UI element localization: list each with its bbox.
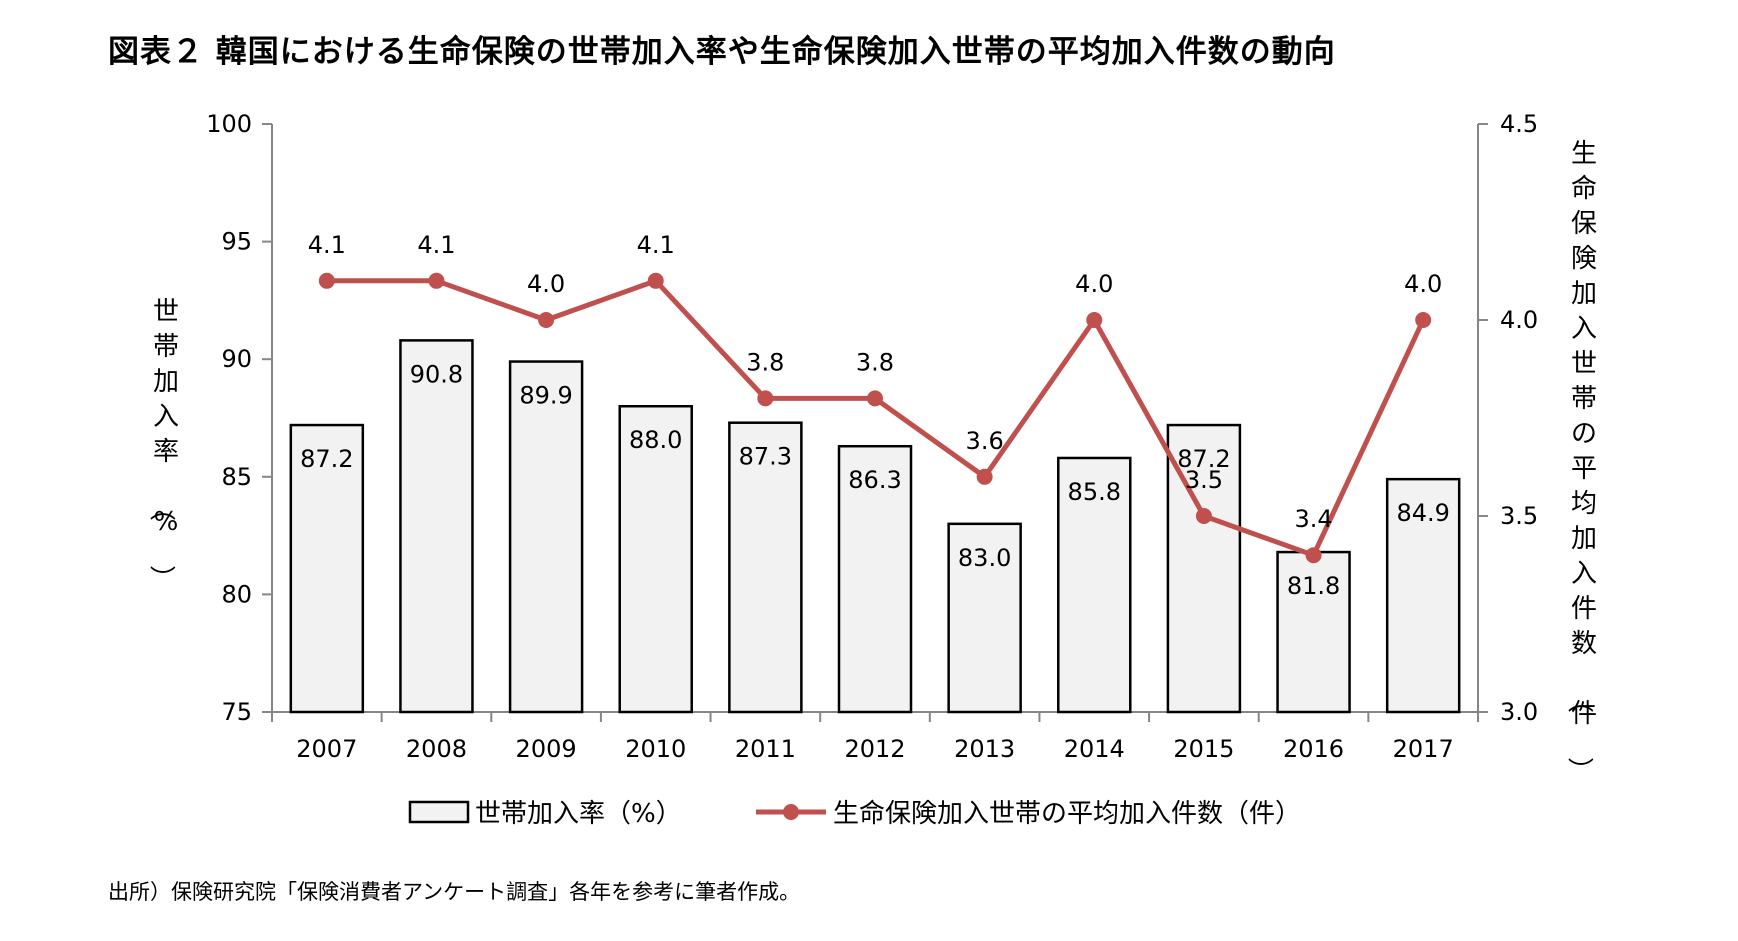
bar-value-label: 89.9: [519, 382, 572, 410]
bar: [1276, 550, 1351, 714]
x-tick-label: 2014: [1064, 735, 1125, 763]
bar: [399, 339, 474, 714]
y-tick-label-right: 3.5: [1500, 502, 1538, 530]
y-tick-label-right: 3.0: [1500, 698, 1538, 726]
x-tick-label: 2015: [1173, 735, 1234, 763]
bar: [618, 404, 693, 714]
bar: [1385, 477, 1461, 714]
x-tick-label: 2007: [296, 735, 357, 763]
legend-line-marker: [783, 804, 799, 820]
bar-value-label: 90.8: [410, 360, 463, 388]
bar: [1057, 456, 1132, 714]
legend-line-label: 生命保険加入世帯の平均加入件数（件）: [833, 799, 1301, 829]
y-tick-label-left: 75: [221, 698, 252, 726]
line-value-label: 4.1: [308, 231, 346, 259]
line-point: [538, 312, 555, 328]
data-labels: 87.2 90.8 89.9 88.0 87.3 86.3 83.0 85.8 87.2 81.8…: [300, 231, 1450, 600]
line-point: [757, 390, 774, 407]
x-tick-label: 2008: [406, 735, 467, 763]
line-value-label: 3.4: [1294, 505, 1332, 533]
line-point: [647, 272, 664, 289]
line-value-label: 3.8: [856, 348, 894, 376]
x-tick-label: 2016: [1283, 735, 1344, 763]
source-note: 出所）保険研究院「保険消費者アンケート調査」各年を参考に筆者作成。: [108, 880, 801, 904]
x-tick-label: 2013: [954, 735, 1015, 763]
bar: [728, 421, 803, 714]
line-value-label: 4.0: [527, 270, 565, 298]
bar-value-label: 87.2: [300, 445, 353, 473]
bar-value-label: 87.3: [739, 443, 792, 471]
bar-value-label: 86.3: [848, 466, 901, 494]
axes: 75 80 85 90 95 100 3.0 3.5 4.0 4.5 2007 2008 2009 201…: [146, 110, 1597, 783]
line-point: [1415, 312, 1432, 328]
line-value-label: 4.0: [1404, 270, 1442, 298]
line-point: [1195, 508, 1212, 524]
y-tick-label-right: 4.0: [1500, 306, 1538, 334]
line-value-label: 4.0: [1075, 270, 1113, 298]
bar: [837, 444, 913, 714]
chart-title: 図表２ 韓国における生命保険の世帯加入率や生命保険加入世帯の平均加入件数の動向: [108, 34, 1336, 70]
y-tick-label-left: 80: [221, 580, 252, 608]
line-value-label: 4.1: [637, 231, 675, 259]
bar: [947, 522, 1022, 714]
x-tick-label: 2011: [735, 735, 796, 763]
bars: [289, 339, 1461, 714]
x-tick-label: 2010: [625, 735, 686, 763]
legend-bar-swatch: [408, 800, 470, 824]
bar-value-label: 81.8: [1287, 572, 1340, 600]
bar-value-label: 85.8: [1068, 478, 1121, 506]
line-point: [428, 272, 445, 289]
bar-value-label: 84.9: [1396, 499, 1449, 527]
bar: [289, 423, 365, 714]
y-tick-label-right: 4.5: [1500, 110, 1538, 138]
y-tick-label-left: 100: [206, 110, 252, 138]
legend-bar-label: 世帯加入率（%）: [475, 799, 682, 829]
y-tick-label-left: 85: [221, 463, 252, 491]
bar-value-label: 88.0: [629, 426, 682, 454]
x-tick-label: 2012: [844, 735, 905, 763]
line-value-label: 3.6: [966, 427, 1004, 455]
line-series: [318, 272, 1432, 564]
y-axis-title-left: 世帯加入率（%）: [146, 297, 179, 591]
y-tick-label-left: 95: [221, 228, 252, 256]
bar-value-label: 87.2: [1177, 445, 1230, 473]
y-tick-label-left: 90: [221, 345, 252, 373]
line-point: [976, 468, 993, 485]
x-tick-label: 2009: [516, 735, 577, 763]
line-value-label: 3.5: [1185, 466, 1223, 494]
bar-value-label: 83.0: [958, 544, 1011, 572]
x-tick-label: 2017: [1393, 735, 1454, 763]
line-value-label: 3.8: [746, 348, 784, 376]
line-point: [867, 390, 883, 407]
bar: [508, 360, 584, 714]
y-axis-title-right: 生命保険加入世帯の平均加入件数（件）: [1564, 139, 1597, 783]
line-point: [1305, 547, 1322, 564]
legend: 世帯加入率（%） 生命保険加入世帯の平均加入件数（件）: [408, 799, 1301, 829]
line-value-label: 4.1: [417, 231, 455, 259]
line-point: [318, 272, 335, 289]
line-point: [1086, 312, 1103, 328]
